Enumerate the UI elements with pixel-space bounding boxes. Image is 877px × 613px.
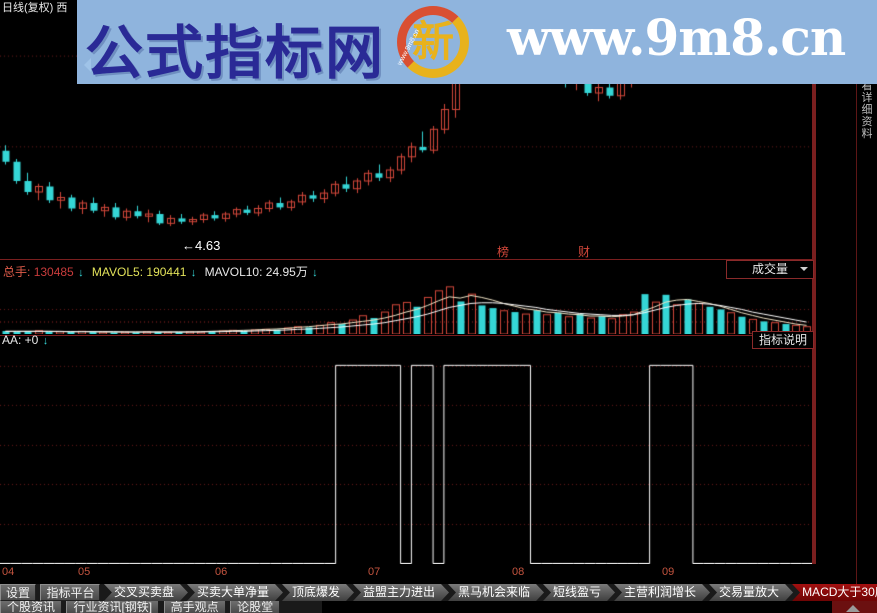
taskbar-tab-6[interactable]: 主营利润增长	[614, 584, 710, 601]
taskbar-tab-3[interactable]: 益盟主力进出	[353, 584, 449, 601]
chevron-down-icon	[800, 267, 808, 275]
logo-ring-icon	[397, 6, 469, 78]
taskbar-tab-5[interactable]: 短线盈亏	[543, 584, 615, 601]
right-side-panel[interactable]: 点击此处查看详细资料	[816, 16, 877, 584]
pane-divider-bottom	[0, 335, 812, 336]
date-tick-2: 06	[215, 566, 228, 578]
stock-news-button[interactable]: 个股资讯	[0, 601, 63, 613]
mavol10-value: 24.95万	[265, 265, 308, 279]
mavol5-value: 190441	[146, 265, 187, 279]
mavol5-label: MAVOL5:	[91, 265, 144, 279]
expert-opinion-button[interactable]: 高手观点	[163, 601, 226, 613]
indicator-arrow-icon: ↓	[42, 335, 49, 347]
scroll-up-icon[interactable]	[846, 598, 860, 612]
indicator-canvas[interactable]	[0, 352, 812, 564]
volume-indicator-selector[interactable]: 成交量	[726, 260, 814, 279]
banner-url: www.9m8.cn	[507, 8, 846, 67]
pane-divider-top	[0, 259, 812, 260]
taskbar-tab-7[interactable]: 交易量放大	[709, 584, 793, 601]
price-marker-tag: ←4.63	[182, 238, 221, 253]
date-axis: 04 05 06 07 08 09	[0, 566, 812, 582]
mavol10-label: MAVOL10:	[204, 265, 263, 279]
volume-legend-bar: 总手: 130485 ↓ MAVOL5: 190441 ↓ MAVOL10: 2…	[0, 262, 877, 282]
settings-button[interactable]: 设置	[0, 584, 37, 601]
date-tick-3: 07	[368, 566, 381, 578]
forum-button[interactable]: 论股堂	[230, 601, 281, 613]
taskbar-tab-8[interactable]: MACD大于30底拉升	[792, 584, 877, 601]
total-volume-value: 130485	[33, 265, 74, 279]
bottom-taskbar[interactable]: 设置 指标平台 交叉买卖盘 买卖大单净量 顶底爆发 益盟主力进出 黑马机会来临 短线盈亏主…	[0, 584, 877, 602]
banner-arrow-icon	[77, 58, 91, 72]
taskbar2-filler	[322, 601, 877, 613]
taskbar-tab-2[interactable]: 顶底爆发	[282, 584, 354, 601]
watermark-banner: 公式指标网 新 www.9m8.cn www.9m8.cn	[77, 0, 877, 84]
volume-indicator-selector-value: 成交量	[751, 262, 788, 276]
mavol10-arrow-icon: ↓	[312, 267, 318, 279]
banner-logo: 新 www.9m8.cn	[395, 4, 471, 80]
mavol5-arrow-icon: ↓	[190, 267, 197, 279]
taskbar-tabs: 交叉买卖盘 买卖大单净量 顶底爆发 益盟主力进出 黑马机会来临 短线盈亏 主营利润增长 交易量…	[105, 584, 877, 601]
logo-glyph: 新	[411, 17, 455, 66]
industry-news-button[interactable]: 行业资讯[钢铁]	[66, 601, 160, 613]
taskbar-tab-0[interactable]: 交叉买卖盘	[104, 584, 188, 601]
volume-chart-pane[interactable]	[0, 284, 812, 334]
taskbar-tab-1[interactable]: 买卖大单净量	[187, 584, 283, 601]
banner-site-name: 公式指标网	[85, 19, 386, 84]
indicator-name-value: AA: +0	[2, 333, 39, 347]
indicator-platform-button[interactable]: 指标平台	[40, 584, 101, 601]
indicator-description-label: 指标说明	[758, 333, 807, 347]
date-tick-0: 04	[2, 566, 15, 578]
chart-annotation-1: 财	[578, 245, 591, 259]
total-volume-arrow-icon: ↓	[78, 267, 84, 279]
indicator-description-button[interactable]: 指标说明	[752, 331, 814, 349]
taskbar-tab-4[interactable]: 黑马机会来临	[448, 584, 544, 601]
right-axis-line	[812, 16, 816, 564]
date-tick-4: 08	[512, 566, 525, 578]
date-tick-5: 09	[662, 566, 675, 578]
bottom-taskbar-secondary[interactable]: 个股资讯 行业资讯[钢铁] 高手观点 论股堂	[0, 601, 877, 613]
total-volume-label: 总手:	[3, 265, 31, 279]
volume-canvas[interactable]	[0, 284, 812, 334]
date-tick-1: 05	[78, 566, 91, 578]
chart-annotation-0: 榜	[497, 245, 510, 259]
right-panel-divider	[856, 16, 857, 584]
indicator-legend-bar: AA: +0 ↓	[2, 333, 53, 347]
indicator-chart-pane[interactable]	[0, 352, 812, 564]
chart-period-label: 日线(复权) 西	[2, 2, 68, 14]
